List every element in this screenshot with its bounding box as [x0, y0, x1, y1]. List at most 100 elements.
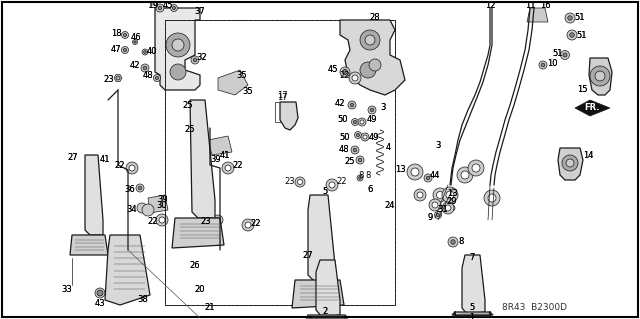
- Text: 20: 20: [195, 286, 205, 294]
- Circle shape: [154, 75, 161, 81]
- Circle shape: [129, 165, 135, 171]
- Circle shape: [563, 53, 567, 57]
- Text: 28: 28: [370, 13, 380, 23]
- Circle shape: [433, 188, 447, 202]
- Circle shape: [353, 121, 356, 123]
- Text: 22: 22: [148, 218, 158, 226]
- Text: 46: 46: [131, 33, 141, 42]
- Text: 31: 31: [438, 205, 448, 214]
- Circle shape: [122, 32, 129, 39]
- Circle shape: [567, 30, 577, 40]
- Circle shape: [356, 133, 360, 137]
- Circle shape: [539, 61, 547, 69]
- Circle shape: [446, 191, 454, 199]
- Circle shape: [124, 48, 127, 52]
- Circle shape: [95, 288, 105, 298]
- Circle shape: [561, 50, 570, 60]
- Circle shape: [343, 70, 348, 74]
- Text: 39: 39: [211, 155, 221, 165]
- Polygon shape: [208, 136, 232, 155]
- Text: 42: 42: [335, 99, 345, 108]
- Circle shape: [442, 202, 454, 214]
- Text: 41: 41: [100, 155, 110, 165]
- Circle shape: [355, 131, 362, 138]
- Text: 8R43  B2300D: 8R43 B2300D: [502, 303, 568, 313]
- Circle shape: [451, 207, 453, 209]
- Circle shape: [172, 39, 184, 51]
- Circle shape: [351, 146, 359, 154]
- Text: 27: 27: [68, 153, 78, 162]
- Circle shape: [435, 211, 442, 219]
- Text: 49: 49: [369, 132, 380, 142]
- Circle shape: [541, 63, 545, 67]
- Circle shape: [353, 148, 357, 152]
- Circle shape: [143, 51, 147, 53]
- Polygon shape: [340, 20, 405, 95]
- Text: 32: 32: [196, 54, 207, 63]
- Circle shape: [432, 202, 438, 208]
- Text: 13: 13: [395, 166, 405, 174]
- Text: 48: 48: [143, 71, 154, 80]
- Circle shape: [143, 66, 147, 70]
- Text: 51: 51: [553, 48, 563, 57]
- Circle shape: [449, 205, 455, 211]
- Text: 29: 29: [447, 197, 457, 206]
- Polygon shape: [292, 280, 344, 308]
- Text: 51: 51: [577, 31, 588, 40]
- Text: 30: 30: [157, 201, 167, 210]
- Circle shape: [429, 199, 441, 211]
- Circle shape: [350, 103, 354, 107]
- Circle shape: [417, 192, 423, 198]
- Text: 13: 13: [395, 166, 405, 174]
- Text: 20: 20: [195, 286, 205, 294]
- Text: 27: 27: [303, 251, 314, 261]
- Circle shape: [365, 35, 375, 45]
- Polygon shape: [70, 235, 108, 255]
- Text: 25: 25: [183, 100, 193, 109]
- Text: 26: 26: [189, 261, 200, 270]
- Text: 25: 25: [345, 158, 355, 167]
- Text: 5: 5: [323, 188, 328, 197]
- Text: 17: 17: [276, 92, 287, 100]
- Text: 45: 45: [328, 65, 339, 75]
- Text: 6: 6: [367, 186, 372, 195]
- Circle shape: [298, 180, 303, 184]
- Circle shape: [134, 41, 136, 43]
- Text: 49: 49: [367, 115, 377, 124]
- Text: 25: 25: [185, 125, 195, 135]
- Text: 40: 40: [147, 48, 157, 56]
- Text: 23: 23: [201, 218, 211, 226]
- Text: 16: 16: [540, 2, 550, 11]
- Text: 10: 10: [547, 58, 557, 68]
- Text: 14: 14: [583, 151, 593, 160]
- Text: 51: 51: [575, 12, 585, 21]
- Text: 15: 15: [577, 85, 588, 94]
- Text: 10: 10: [547, 58, 557, 68]
- Circle shape: [448, 237, 458, 247]
- Text: 45: 45: [328, 65, 339, 75]
- Bar: [165, 20, 395, 305]
- Text: 34: 34: [127, 205, 138, 214]
- Text: 37: 37: [195, 8, 205, 17]
- Text: 42: 42: [130, 61, 140, 70]
- Circle shape: [245, 222, 251, 228]
- Circle shape: [358, 158, 362, 162]
- Circle shape: [170, 4, 177, 11]
- Circle shape: [348, 101, 356, 109]
- Circle shape: [158, 6, 162, 10]
- Circle shape: [358, 118, 366, 126]
- Text: 44: 44: [429, 170, 440, 180]
- Text: 1: 1: [469, 314, 475, 319]
- Text: 16: 16: [540, 2, 550, 11]
- Circle shape: [358, 177, 362, 179]
- Text: 44: 44: [429, 170, 440, 180]
- Text: 33: 33: [61, 286, 72, 294]
- Circle shape: [136, 184, 144, 192]
- Circle shape: [442, 187, 458, 203]
- Text: 50: 50: [340, 133, 350, 143]
- Circle shape: [352, 75, 358, 81]
- Text: 40: 40: [147, 48, 157, 56]
- Text: 22: 22: [233, 160, 243, 169]
- Circle shape: [156, 214, 168, 226]
- Text: 2: 2: [323, 308, 328, 316]
